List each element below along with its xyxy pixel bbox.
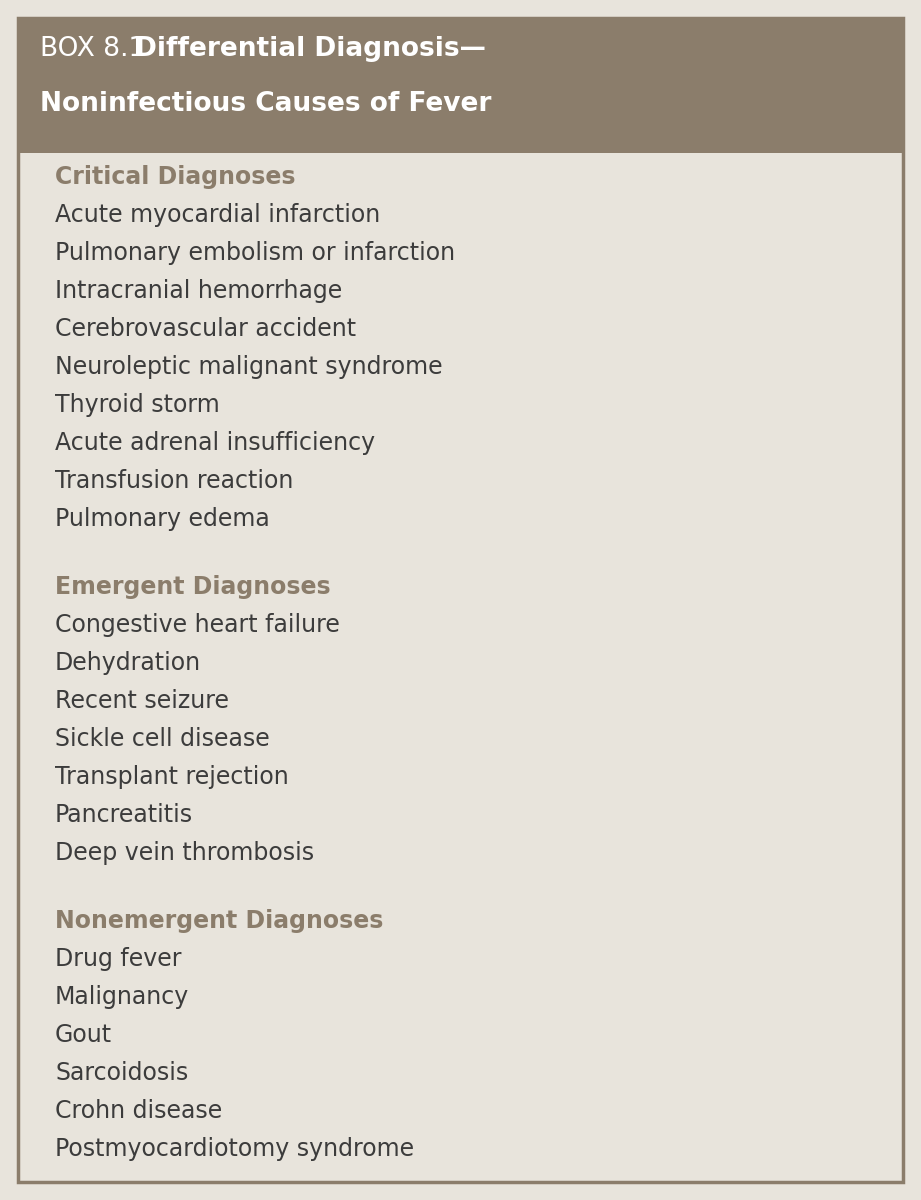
Bar [18, 18, 903, 152]
Text: Crohn disease: Crohn disease [55, 1099, 222, 1123]
Text: Acute adrenal insufficiency: Acute adrenal insufficiency [55, 431, 375, 455]
Text: Nonemergent Diagnoses: Nonemergent Diagnoses [55, 910, 383, 934]
Text: Postmyocardiotomy syndrome: Postmyocardiotomy syndrome [55, 1138, 414, 1162]
Text: Acute myocardial infarction: Acute myocardial infarction [55, 203, 380, 227]
Text: Gout: Gout [55, 1022, 112, 1046]
Text: Drug fever: Drug fever [55, 947, 181, 971]
Text: Malignancy: Malignancy [55, 985, 189, 1009]
Text: Pancreatitis: Pancreatitis [55, 803, 193, 827]
Text: Sickle cell disease: Sickle cell disease [55, 727, 270, 751]
Text: Recent seizure: Recent seizure [55, 689, 229, 713]
Text: Intracranial hemorrhage: Intracranial hemorrhage [55, 278, 343, 302]
Text: Critical Diagnoses: Critical Diagnoses [55, 164, 296, 188]
Text: Transfusion reaction: Transfusion reaction [55, 469, 294, 493]
Text: Neuroleptic malignant syndrome: Neuroleptic malignant syndrome [55, 355, 443, 379]
Text: Pulmonary embolism or infarction: Pulmonary embolism or infarction [55, 241, 455, 265]
Text: Dehydration: Dehydration [55, 650, 201, 674]
Text: Deep vein thrombosis: Deep vein thrombosis [55, 841, 314, 865]
Text: Thyroid storm: Thyroid storm [55, 392, 220, 416]
Text: Cerebrovascular accident: Cerebrovascular accident [55, 317, 356, 341]
Text: Pulmonary edema: Pulmonary edema [55, 506, 270, 530]
Text: BOX 8.1: BOX 8.1 [40, 36, 146, 62]
Text: Sarcoidosis: Sarcoidosis [55, 1061, 188, 1085]
Text: Transplant rejection: Transplant rejection [55, 766, 289, 790]
Text: Emergent Diagnoses: Emergent Diagnoses [55, 575, 331, 599]
Text: Differential Diagnosis—: Differential Diagnosis— [135, 36, 486, 62]
Text: Noninfectious Causes of Fever: Noninfectious Causes of Fever [40, 91, 492, 116]
Text: Congestive heart failure: Congestive heart failure [55, 613, 340, 637]
